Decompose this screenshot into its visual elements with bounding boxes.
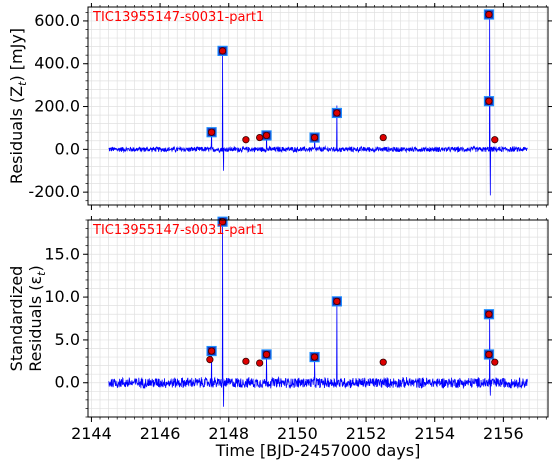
flagged-dot-marker (218, 47, 227, 55)
y-axis-label: Residuals (Zt) [mJy] (7, 28, 29, 184)
panel-title: TIC13955147-s0031-part1 (92, 10, 264, 25)
y-tick-label: 400.0 (34, 54, 80, 73)
flagged-dot-marker (379, 358, 387, 366)
y-tick-label: 5.0 (55, 330, 80, 349)
x-tick-label: 2150 (277, 424, 318, 443)
residuals-panel: -200.0 0.0 200.0 400.0 600.0 TIC13955147-s003… (7, 3, 552, 210)
axes-frame (87, 219, 549, 418)
standardized-residuals-panel: 0.0 5.0 10.0 15.0 2144 2146 2148 2150 2152 2154 21… (7, 216, 552, 443)
axes-frame (87, 6, 549, 206)
y-axis-label-line2: Residuals (εt) (26, 265, 48, 371)
flagged-dot-marker (333, 297, 341, 305)
plot-area (88, 220, 548, 417)
residual-series-line (108, 14, 528, 196)
panel-title: TIC13955147-s0031-part1 (92, 223, 264, 238)
flagged-dot-marker (242, 136, 250, 144)
flagged-dot-marker (485, 10, 493, 19)
x-tick-label: 2156 (483, 424, 524, 443)
flagged-dot-marker (310, 133, 319, 142)
flagged-dot-marker (491, 136, 499, 144)
flagged-dot-marker (310, 353, 319, 361)
x-tick-label: 2144 (71, 424, 112, 443)
flagged-dot-marker (242, 357, 250, 365)
flagged-dot-marker (491, 358, 499, 366)
plot-area (88, 7, 548, 205)
x-axis-label: Time [BJD-2457000 days] (215, 441, 421, 460)
flagged-dot-marker (333, 109, 341, 117)
y-tick-label: 200.0 (34, 97, 80, 116)
x-tick-label: 2154 (414, 424, 455, 443)
x-tick-label: 2148 (208, 424, 249, 443)
y-tick-label: 10.0 (44, 287, 80, 306)
flagged-dot-marker (207, 347, 216, 355)
y-tick-label: -200.0 (28, 182, 80, 201)
y-axis-label-line1: Standardized (7, 266, 26, 372)
flagged-dot-marker (485, 97, 493, 105)
y-tick-label: 0.0 (55, 373, 80, 392)
flagged-dot-marker (206, 356, 214, 364)
flagged-dot-marker (485, 310, 493, 318)
residual-series-line (108, 221, 528, 407)
flagged-dot-marker (256, 359, 264, 367)
flagged-dot-marker (262, 131, 271, 140)
x-tick-label: 2152 (346, 424, 387, 443)
flagged-dot-marker (256, 133, 264, 142)
flagged-dot-marker (262, 350, 271, 359)
flagged-dot-marker (207, 128, 216, 136)
y-tick-label: 15.0 (44, 244, 80, 263)
x-tick-label: 2146 (140, 424, 181, 443)
flagged-dot-marker (379, 133, 387, 142)
y-tick-label: 600.0 (34, 11, 80, 30)
y-tick-label: 0.0 (55, 139, 80, 158)
flagged-dot-marker (485, 350, 493, 359)
